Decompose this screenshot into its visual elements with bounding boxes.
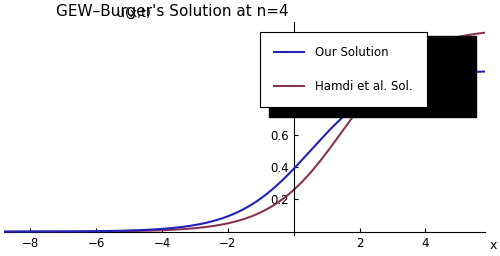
Our Solution (124, 229, 130, 232)
Hamdi et al. Sol. (124, 230, 130, 233)
Text: u(x,t): u(x,t) (117, 7, 151, 20)
Our Solution (363, 98, 369, 101)
Line: Hamdi et al. Sol.: Hamdi et al. Sol. (4, 33, 484, 232)
Hamdi et al. Sol. (284, 194, 290, 197)
FancyBboxPatch shape (268, 36, 476, 117)
Hamdi et al. Sol. (86, 230, 92, 233)
Title: GEW–Burger's Solution at n=4: GEW–Burger's Solution at n=4 (56, 4, 288, 19)
Our Solution (86, 230, 92, 233)
Our Solution (284, 174, 290, 177)
Line: Our Solution: Our Solution (4, 71, 484, 232)
Hamdi et al. Sol. (1, 230, 7, 233)
Our Solution (482, 70, 488, 73)
Legend: Our Solution, Hamdi et al. Sol.: Our Solution, Hamdi et al. Sol. (260, 32, 427, 108)
Hamdi et al. Sol. (218, 223, 224, 226)
Hamdi et al. Sol. (363, 98, 369, 101)
Our Solution (322, 133, 328, 136)
Our Solution (218, 217, 224, 220)
Our Solution (1, 230, 7, 233)
Text: x: x (490, 239, 497, 252)
Hamdi et al. Sol. (322, 153, 328, 156)
Hamdi et al. Sol. (482, 31, 488, 34)
